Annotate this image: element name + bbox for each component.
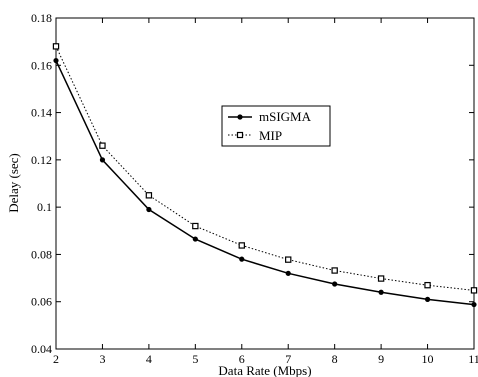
series-line-msigma — [55, 60, 475, 306]
data-point-mip — [99, 142, 106, 149]
data-point-mip — [331, 267, 338, 274]
y-tick-label: 0.08 — [31, 247, 52, 261]
legend-marker-mip — [236, 131, 244, 139]
y-tick-label: 0.1 — [37, 200, 52, 214]
y-axis-ticks: 0.04 0.06 0.08 0.1 0.12 0.14 0.16 0.18 — [31, 11, 474, 356]
data-point-mip — [470, 287, 478, 294]
x-tick-label: 9 — [378, 352, 384, 366]
legend-box — [221, 105, 331, 147]
data-point-mip — [424, 281, 431, 289]
data-point-msigma — [378, 289, 384, 295]
data-point-mip — [377, 275, 385, 282]
y-axis-label: Delay (sec) — [6, 153, 21, 213]
x-tick-label: 4 — [146, 352, 152, 366]
series-line-mip — [55, 46, 475, 291]
data-point-msigma — [471, 301, 477, 308]
data-point-msigma — [53, 57, 59, 64]
legend-label-mip: MIP — [259, 128, 282, 143]
x-axis-ticks: 2 3 4 5 6 7 8 9 10 11 — [53, 18, 478, 366]
y-tick-label: 0.18 — [31, 11, 52, 25]
data-point-mip — [145, 192, 153, 199]
series-layer — [52, 43, 478, 308]
data-point-msigma — [99, 157, 106, 163]
y-tick-label: 0.12 — [31, 153, 52, 167]
x-tick-label: 8 — [332, 352, 338, 366]
x-tick-label: 6 — [239, 352, 245, 366]
data-point-msigma — [239, 256, 245, 262]
data-point-mip — [238, 242, 245, 249]
x-tick-label: 5 — [192, 352, 198, 366]
data-point-msigma — [192, 236, 198, 242]
x-tick-label: 7 — [285, 352, 291, 366]
x-tick-label: 3 — [99, 352, 105, 366]
x-tick-label: 11 — [468, 352, 478, 366]
x-tick-label: 2 — [53, 352, 59, 366]
data-point-msigma — [285, 270, 291, 276]
data-point-msigma — [146, 206, 152, 213]
x-tick-label: 10 — [422, 352, 434, 366]
legend: mSIGMA MIP — [221, 105, 331, 147]
y-tick-label: 0.04 — [31, 342, 52, 356]
data-point-mip — [285, 256, 292, 263]
data-point-msigma — [332, 281, 338, 287]
legend-label-msigma: mSIGMA — [259, 109, 312, 124]
plot-area — [55, 17, 475, 350]
data-point-mip — [52, 43, 60, 50]
data-point-mip — [192, 222, 199, 230]
y-tick-label: 0.06 — [31, 295, 52, 309]
y-tick-label: 0.14 — [31, 106, 52, 120]
y-tick-label: 0.16 — [31, 58, 52, 72]
legend-marker-msigma — [237, 114, 243, 120]
x-axis-label: Data Rate (Mbps) — [218, 363, 311, 377]
data-point-msigma — [424, 296, 431, 302]
